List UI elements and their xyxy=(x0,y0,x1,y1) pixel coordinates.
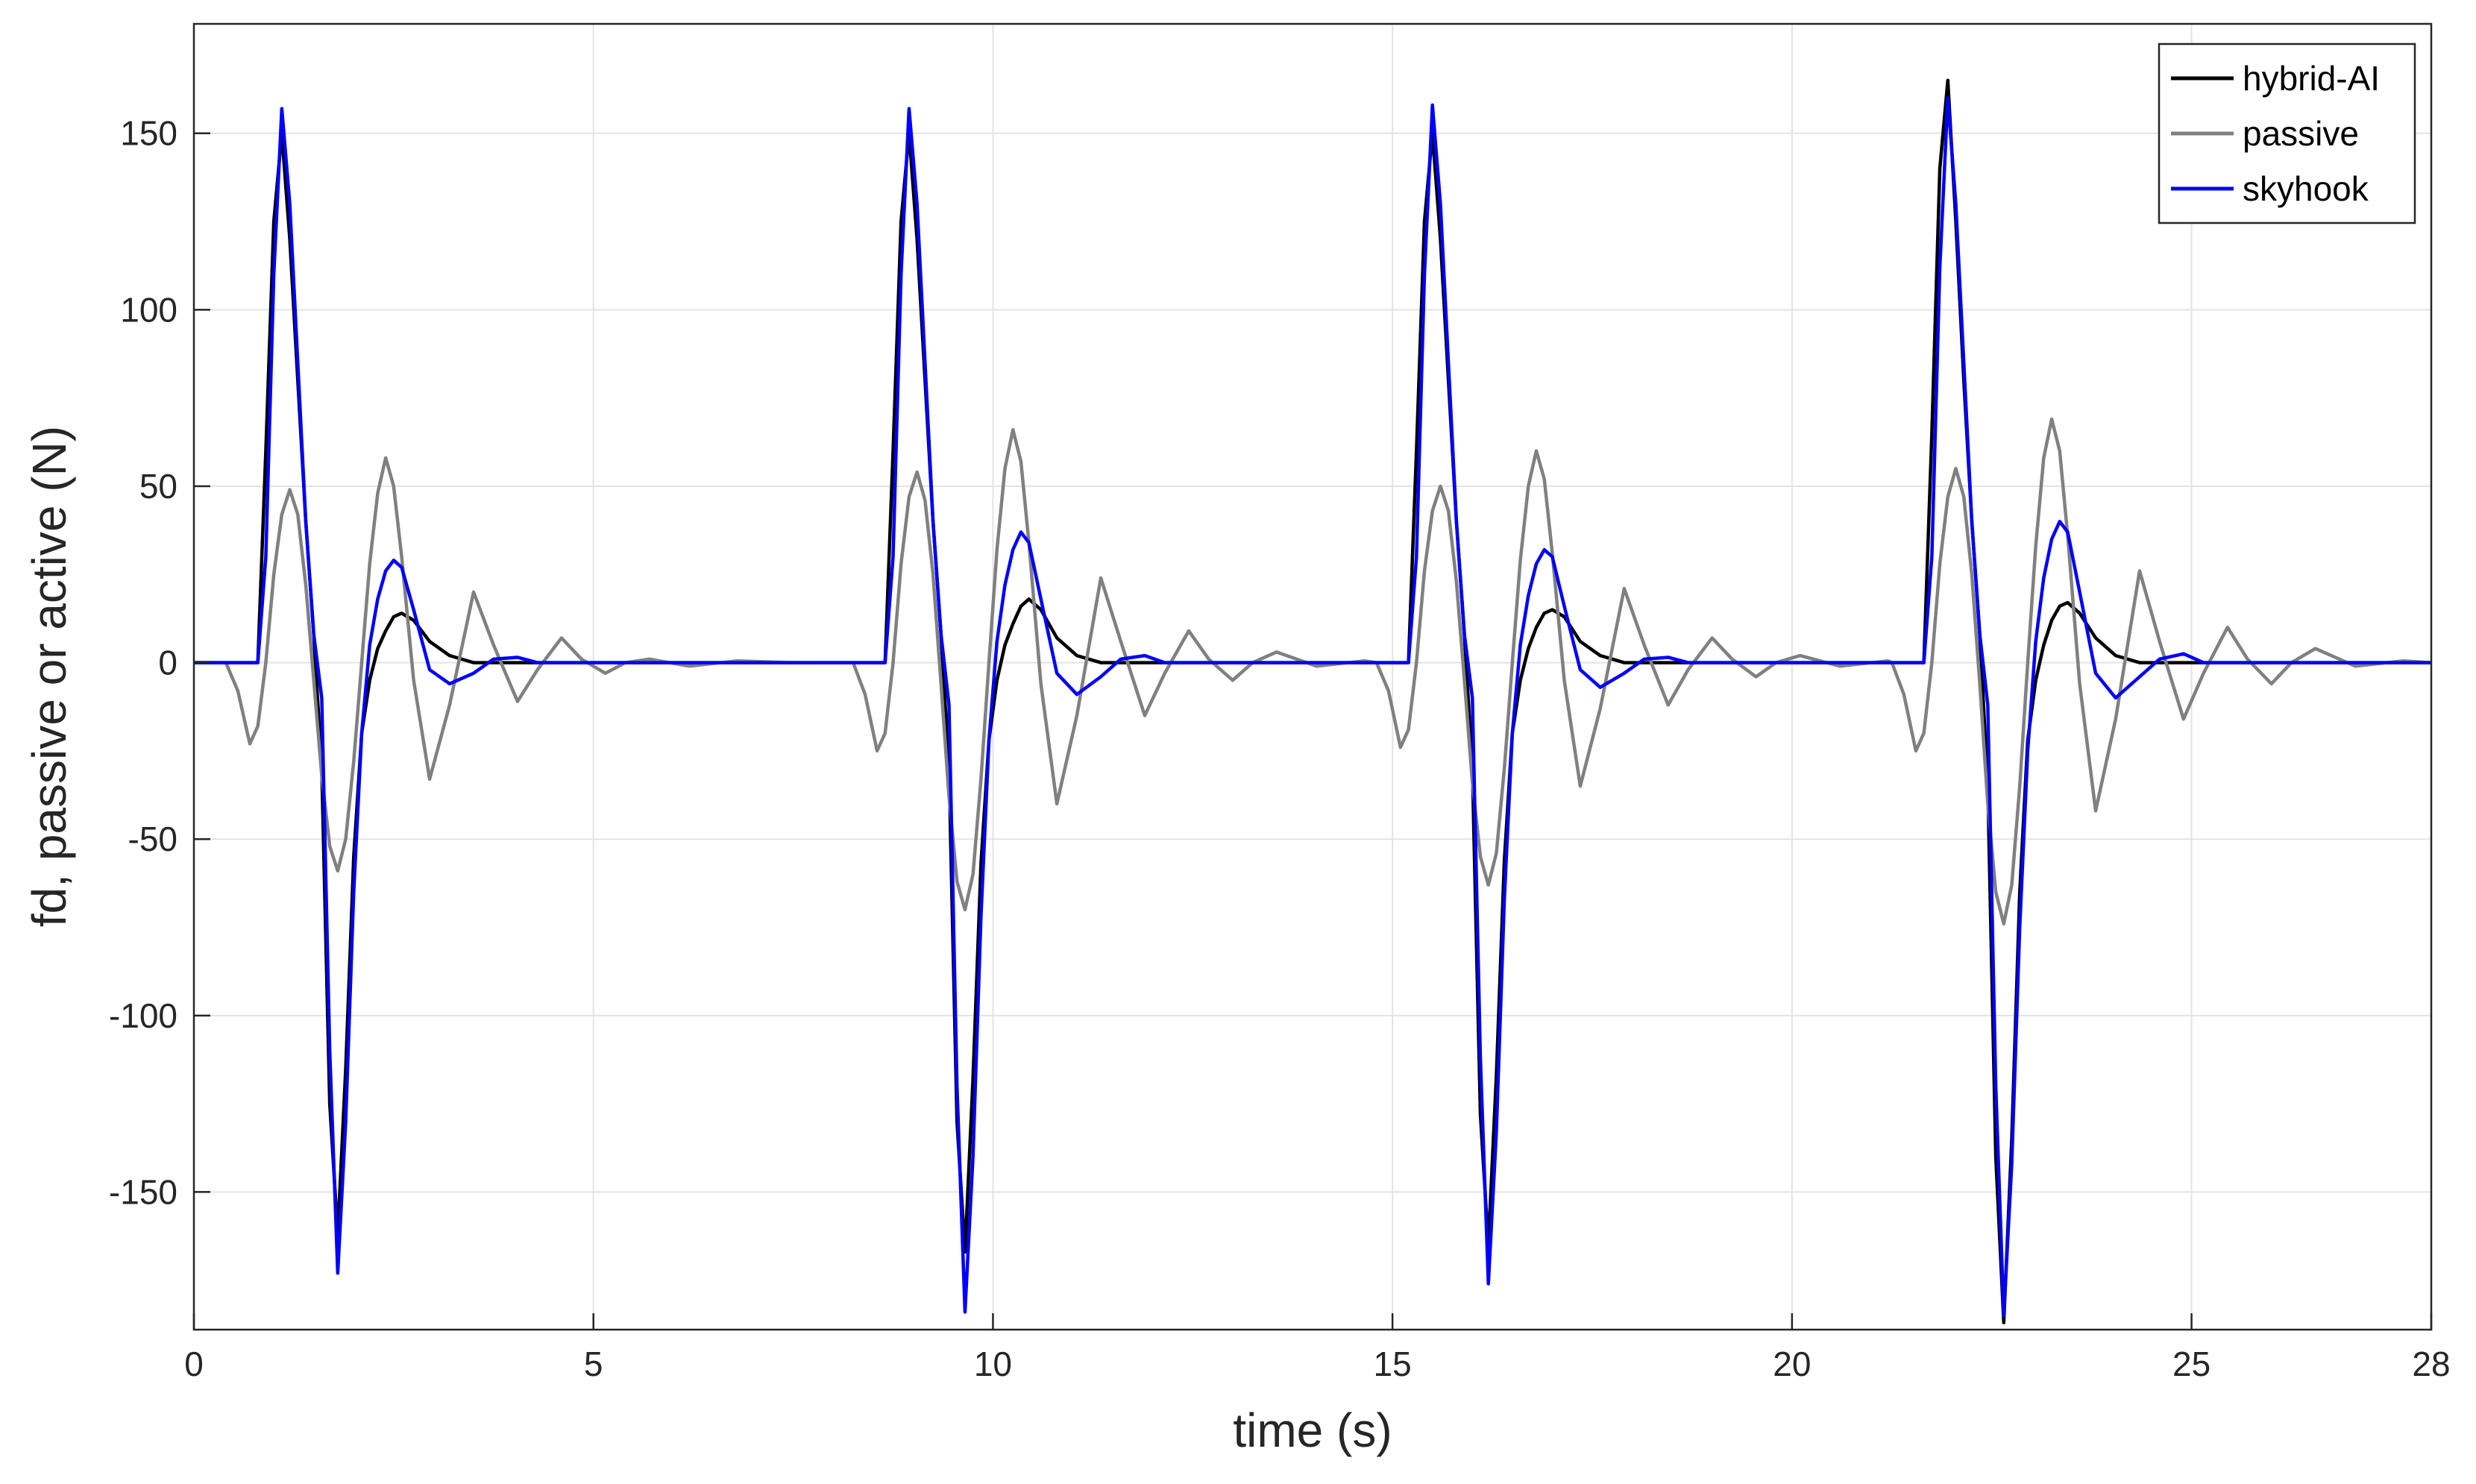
x-tick-label: 0 xyxy=(184,1345,204,1383)
series-line xyxy=(194,417,2432,926)
y-tick-label: 50 xyxy=(139,467,177,506)
x-tick-label: 20 xyxy=(1773,1345,1811,1383)
x-tick-label: 25 xyxy=(2172,1345,2211,1383)
x-tick-label: 15 xyxy=(1374,1345,1412,1383)
legend-label: hybrid-AI xyxy=(2243,59,2380,98)
x-tick-label: 10 xyxy=(974,1345,1012,1383)
plot-lines xyxy=(194,78,2432,1324)
y-tick-label: 150 xyxy=(120,114,177,153)
x-axis-label: time (s) xyxy=(1233,1403,1392,1457)
ticks: 0 5 10 15 20 25 28 -150 -100 -50 0 50 100 150 xyxy=(109,114,2451,1383)
y-tick-label: -50 xyxy=(128,820,177,858)
legend-label: skyhook xyxy=(2243,169,2369,208)
y-axis-label: fd, passive or active (N) xyxy=(22,426,76,927)
x-tick-label: 5 xyxy=(584,1345,603,1383)
axes-frame xyxy=(192,22,2433,1331)
legend-label: passive xyxy=(2243,114,2359,153)
y-tick-label: 0 xyxy=(158,644,177,682)
y-tick-label: -100 xyxy=(109,996,177,1035)
y-tick-label: -150 xyxy=(109,1172,177,1211)
x-tick-label: 28 xyxy=(2412,1345,2450,1383)
legend: hybrid-AI passive skyhook xyxy=(2158,43,2416,224)
y-tick-label: 100 xyxy=(120,290,177,329)
series-line xyxy=(194,96,2431,1318)
